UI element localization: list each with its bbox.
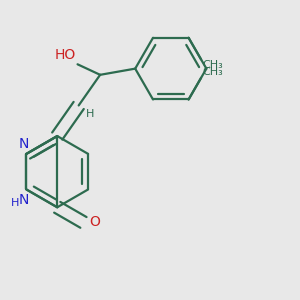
Text: O: O <box>89 215 100 229</box>
Text: H: H <box>11 198 19 208</box>
Text: CH₃: CH₃ <box>202 60 224 70</box>
Text: N: N <box>19 137 29 151</box>
Text: N: N <box>19 193 29 207</box>
Text: HO: HO <box>55 48 76 62</box>
Text: H: H <box>85 109 94 119</box>
Text: CH₃: CH₃ <box>202 67 224 77</box>
